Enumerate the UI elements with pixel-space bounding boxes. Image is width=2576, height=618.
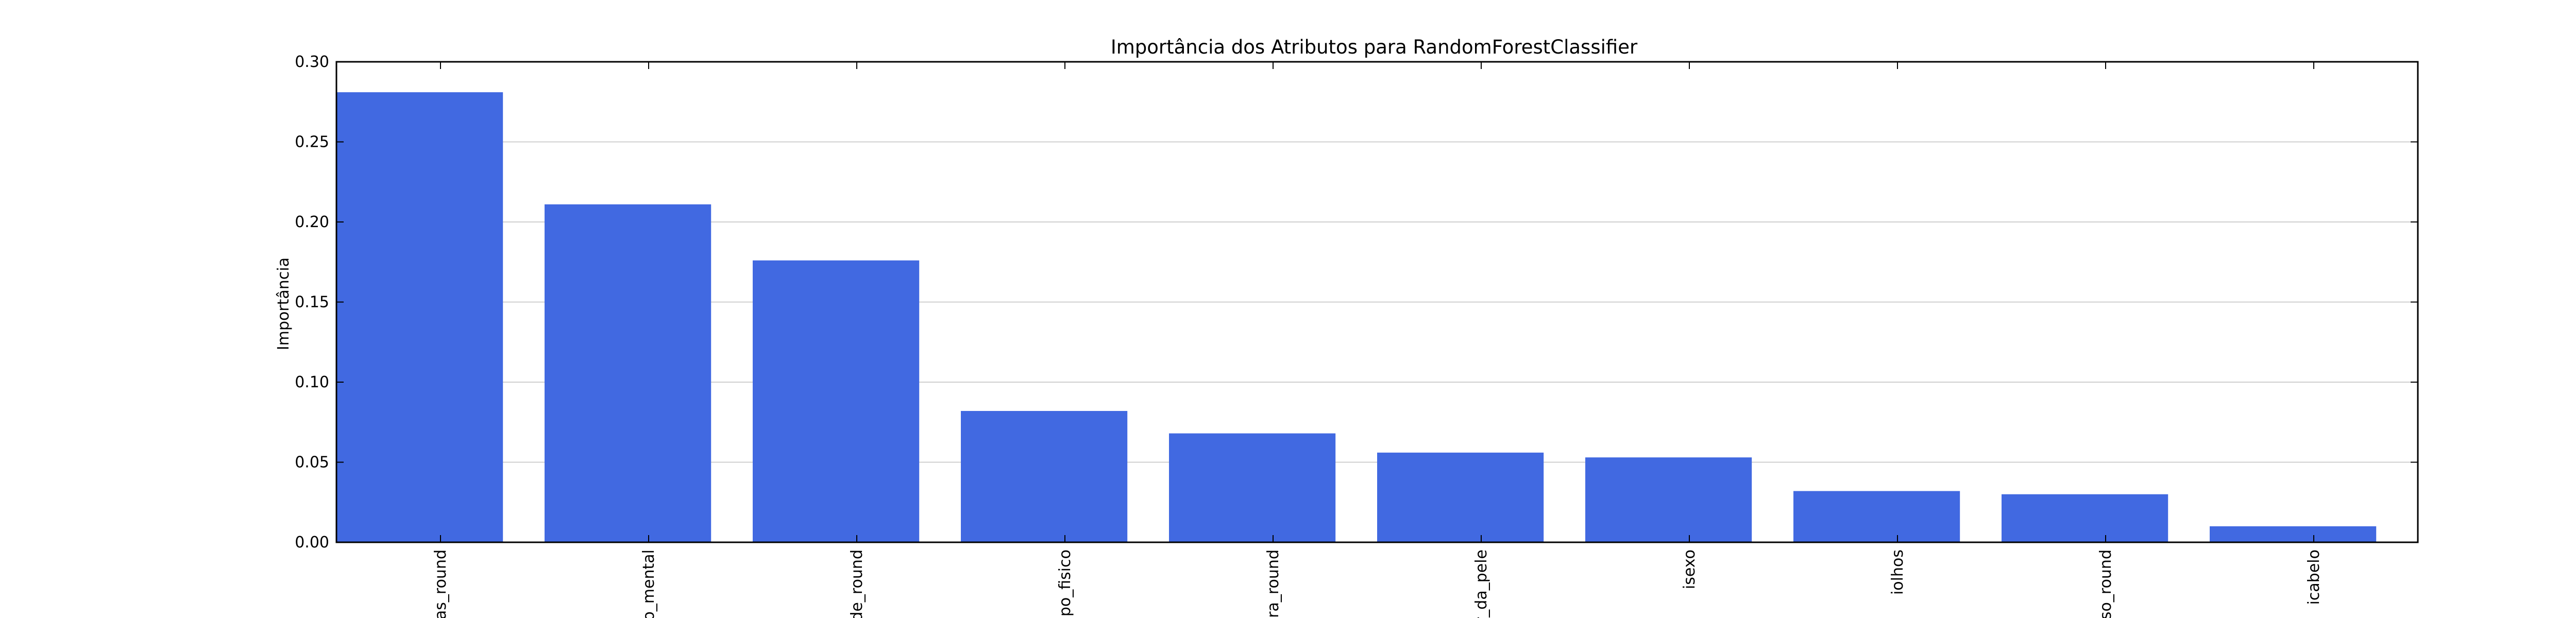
y-tick-label: 0.00 [295,534,329,552]
chart-title: Importância dos Atributos para RandomFor… [1111,36,1638,58]
bar [753,260,920,542]
x-tick-label: r_da_pele [1472,550,1490,618]
bar [1377,452,1544,542]
x-tick-label: ipo_fisico [1056,550,1074,618]
y-tick-label: 0.10 [295,373,329,391]
x-tick-label: ura_round [1264,550,1282,618]
bar [1585,457,1752,542]
bar [961,410,1128,542]
bars [336,92,2377,543]
x-tick-label: icabelo [2305,550,2323,605]
x-tick-label: de_round [848,550,866,618]
bar [1793,491,1960,542]
y-tick-label: 0.15 [295,294,329,312]
x-tick-label: ias_round [432,550,450,618]
x-tick-label: io_mental [640,550,658,618]
plot-frame [335,61,2419,543]
y-tick-label: 0.05 [295,454,329,472]
bar [545,204,711,542]
x-tick-label: isexo [1681,550,1699,589]
bar [2002,494,2168,542]
bar [2210,526,2377,542]
x-tick-label: eso_round [2097,550,2115,618]
y-axis-label: Importância [275,258,293,350]
y-tick-label: 0.25 [295,133,329,151]
x-tick-label: iolhos [1889,550,1907,595]
bar [1169,433,1336,542]
y-tick-label: 0.20 [295,213,329,231]
y-tick-label: 0.30 [295,53,329,71]
bar [336,92,503,543]
x-axis-ticks: ias_round io_mental de_round ipo_fisico ura_… [432,62,2323,618]
y-axis-ticks: 0.00 0.05 0.10 0.15 0.20 0.25 0.30 [295,53,2418,552]
